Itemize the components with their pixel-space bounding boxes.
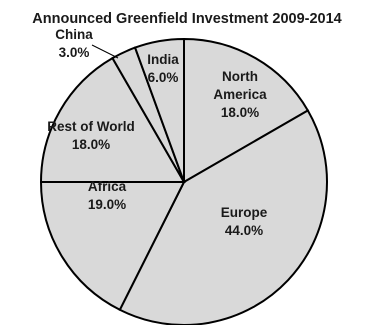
slice-value-india: 6.0% — [148, 70, 179, 85]
slice-india — [133, 37, 185, 183]
slice-label-north-america: North America 18.0% — [213, 69, 267, 120]
slice-value-africa: 19.0% — [88, 197, 126, 212]
slice-name-rest-of-world: Rest of World — [47, 119, 135, 134]
slice-name-north-america: America — [213, 87, 267, 102]
slice-labels: North America 18.0% Europe 44.0% Africa 19.0% R… — [47, 27, 267, 238]
slice-europe — [118, 109, 328, 325]
pie-slices — [39, 37, 328, 325]
slice-label-africa: Africa 19.0% — [88, 179, 127, 212]
slice-label-india: India 6.0% — [147, 52, 179, 85]
slice-value-rest-of-world: 18.0% — [72, 137, 110, 152]
slice-value-china: 3.0% — [59, 45, 90, 60]
slice-value-europe: 44.0% — [225, 223, 263, 238]
slice-label-rest-of-world: Rest of World 18.0% — [47, 119, 135, 152]
callout-line-china — [91, 44, 119, 59]
slice-africa — [39, 181, 186, 312]
slice-name-africa: Africa — [88, 179, 127, 194]
slice-rest-of-world — [39, 56, 186, 183]
slice-value-north-america: 18.0% — [221, 105, 259, 120]
slice-north-america — [183, 37, 310, 184]
slice-label-china: China 3.0% — [55, 27, 93, 60]
slice-name-europe: Europe — [221, 205, 268, 220]
slice-name-india: India — [147, 52, 179, 67]
chart-title: Announced Greenfield Investment 2009-201… — [32, 11, 341, 27]
slice-name-north-america: North — [222, 69, 258, 84]
slice-label-europe: Europe 44.0% — [221, 205, 268, 238]
slice-name-china: China — [55, 27, 93, 42]
